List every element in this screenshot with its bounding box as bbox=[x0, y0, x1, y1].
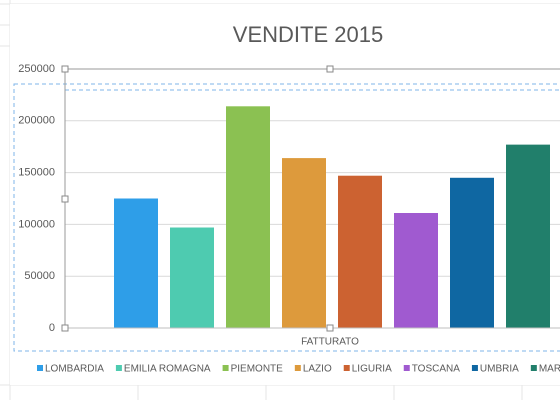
legend-label: LIGURIA bbox=[352, 364, 392, 375]
chart-title: VENDITE 2015 bbox=[233, 22, 383, 47]
y-tick-label: 200000 bbox=[18, 115, 55, 127]
legend-marker bbox=[343, 365, 350, 371]
legend-marker bbox=[530, 365, 537, 371]
bar bbox=[338, 175, 382, 328]
legend-label: LAZIO bbox=[303, 364, 332, 375]
x-tick-label: FATTURATO bbox=[301, 337, 359, 348]
legend-label: EMILIA ROMAGNA bbox=[124, 364, 211, 375]
bar bbox=[394, 213, 438, 328]
legend-marker bbox=[37, 365, 43, 371]
legend-label: UMBRIA bbox=[480, 364, 519, 375]
bar bbox=[114, 198, 158, 328]
legend-marker bbox=[471, 365, 478, 371]
y-tick-label: 0 bbox=[49, 322, 55, 334]
legend-label: PIEMONTE bbox=[231, 364, 284, 375]
legend-marker bbox=[294, 365, 301, 371]
y-tick-label: 50000 bbox=[24, 270, 55, 282]
legend-label: LOMBARDIA bbox=[45, 364, 104, 375]
legend-marker bbox=[403, 365, 410, 371]
bar bbox=[170, 227, 214, 328]
y-tick-label: 150000 bbox=[18, 167, 55, 179]
legend-label: TOSCANA bbox=[412, 364, 460, 375]
y-tick-label: 250000 bbox=[18, 63, 55, 75]
bar bbox=[226, 106, 270, 329]
bar bbox=[450, 177, 494, 328]
legend-marker bbox=[222, 365, 229, 371]
legend-label: MARCHE bbox=[539, 364, 560, 375]
bar bbox=[506, 144, 550, 328]
y-tick-label: 100000 bbox=[18, 218, 55, 230]
handles[interactable] bbox=[61, 65, 334, 332]
legend-marker bbox=[115, 365, 122, 371]
bar bbox=[282, 158, 326, 328]
plot: 0 50000 100000 150000 200000 250000 FATTURATO bbox=[18, 63, 560, 348]
